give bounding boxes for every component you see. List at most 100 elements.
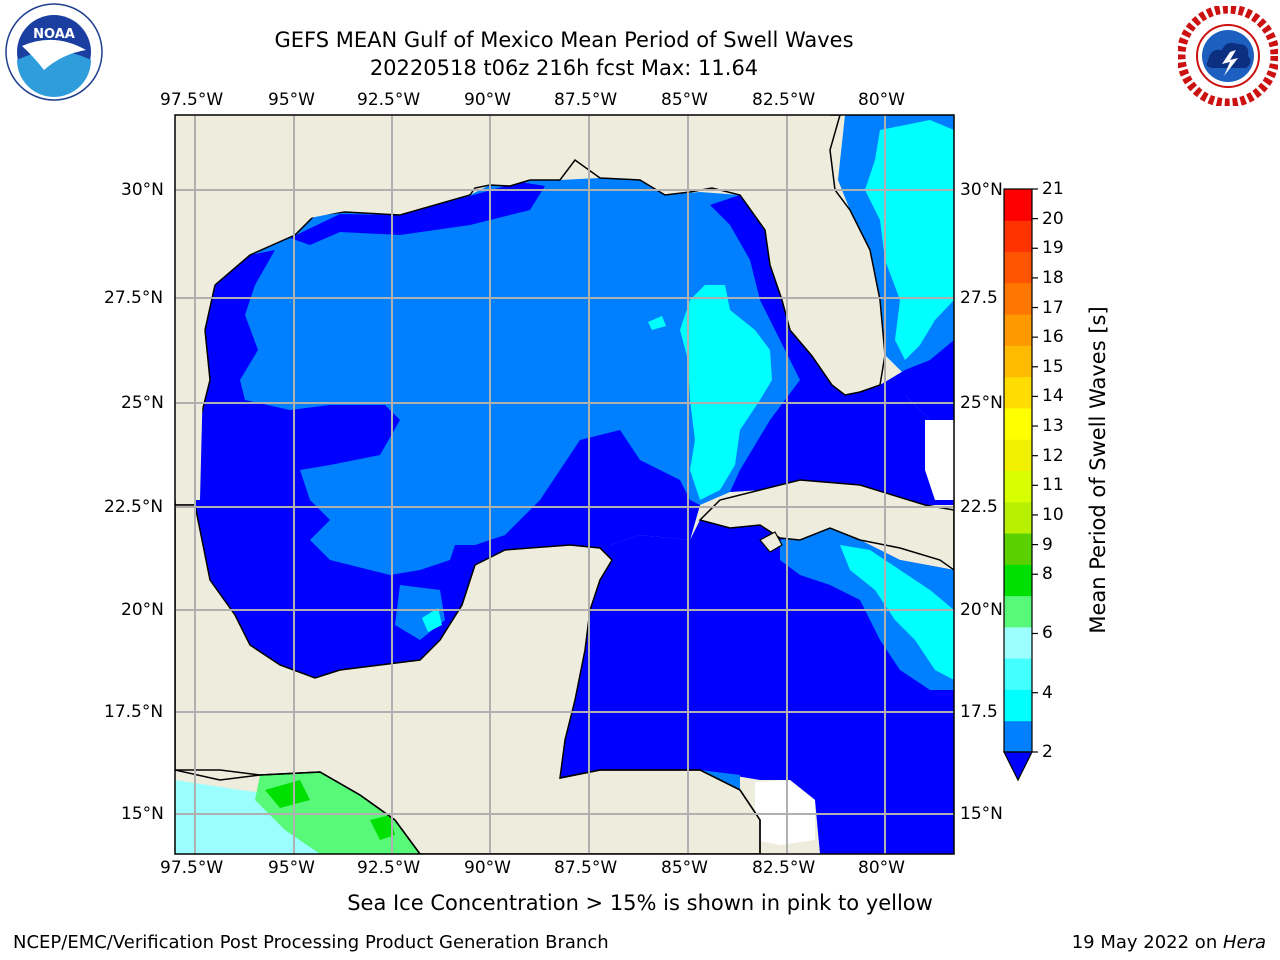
lat-tick-right: 20°N — [960, 600, 1003, 620]
colorbar-band — [1004, 345, 1032, 378]
colorbar-band — [1004, 470, 1032, 503]
lon-tick-top: 92.5°W — [357, 90, 421, 110]
lon-tick-bottom: 95°W — [268, 858, 315, 878]
colorbar-band — [1004, 251, 1032, 284]
gulf-sea-2-4s-west — [195, 250, 700, 678]
colorbar-extend-triangle — [1003, 751, 1033, 782]
gulf-sea-cyan-spot2 — [422, 608, 442, 632]
caribbean-sea-2-4s — [560, 520, 954, 854]
colorbar-tick-label: 21 — [1042, 179, 1064, 199]
colorbar-tick-label: 12 — [1042, 445, 1064, 466]
lon-tick-top: 87.5°W — [554, 90, 618, 110]
colorbar-tick-label: 15 — [1042, 356, 1064, 377]
footer-date-text: 19 May 2022 on — [1071, 932, 1223, 953]
colorbar-tick-label: 4 — [1042, 682, 1053, 703]
map-title: GEFS MEAN Gulf of Mexico Mean Period of … — [274, 28, 854, 52]
caribbean-coast-line — [559, 769, 761, 854]
atlantic-sea-2-4s-bahamas — [880, 340, 954, 420]
footer-host: Hera — [1222, 932, 1266, 953]
colorbar-band — [1004, 626, 1032, 659]
colorbar-tick-label: 8 — [1042, 564, 1053, 585]
lon-tick-bottom: 82.5°W — [752, 858, 816, 878]
lon-tick-bottom: 92.5°W — [357, 858, 421, 878]
colorbar — [1003, 188, 1038, 782]
bahamas-nodata — [925, 420, 954, 500]
lat-tick-left: 27.5°N — [104, 288, 164, 308]
colorbar-band — [1004, 407, 1032, 440]
colorbar-tick-label: 6 — [1042, 623, 1053, 644]
colorbar-band — [1004, 189, 1032, 221]
pacific-coast-line — [175, 769, 421, 854]
lat-tick-right: 22.5 — [960, 497, 998, 517]
colorbar-tick-label: 9 — [1042, 534, 1053, 555]
lat-tick-left: 25°N — [121, 393, 164, 413]
colorbar-band — [1004, 720, 1032, 753]
footer-credit: NCEP/EMC/Verification Post Processing Pr… — [13, 932, 609, 953]
lat-tick-left: 20°N — [121, 600, 164, 620]
map-plot-area — [175, 115, 954, 854]
lon-tick-bottom: 80°W — [858, 858, 905, 878]
colorbar-band — [1004, 376, 1032, 409]
colorbar-tick-label: 19 — [1042, 238, 1064, 259]
lat-tick-left: 17.5°N — [104, 702, 164, 722]
lon-tick-bottom: 90°W — [464, 858, 511, 878]
colorbar-band — [1004, 689, 1032, 722]
map-subtitle: 20220518 t06z 216h fcst Max: 11.64 — [369, 56, 759, 80]
noaa-logo-text: NOAA — [33, 27, 75, 42]
land-isla-de-la-juventud — [759, 531, 783, 553]
colorbar-band — [1004, 595, 1032, 628]
lon-tick-bottom: 87.5°W — [554, 858, 618, 878]
lon-tick-top: 90°W — [464, 90, 511, 110]
colorbar-tick-label: 18 — [1042, 267, 1064, 288]
colorbar-band — [1004, 439, 1032, 471]
lon-tick-bottom: 85°W — [661, 858, 708, 878]
lon-tick-top: 97.5°W — [160, 90, 224, 110]
lon-tick-top: 80°W — [858, 90, 905, 110]
colorbar-tick-label: 16 — [1042, 327, 1064, 348]
lat-tick-left: 15°N — [121, 804, 164, 824]
colorbar-tick-label: 17 — [1042, 297, 1064, 318]
colorbar-band — [1004, 220, 1032, 253]
colorbar-tick-label: 11 — [1042, 475, 1064, 496]
footer-date: 19 May 2022 on Hera — [1072, 932, 1266, 953]
colorbar-frame — [1003, 188, 1033, 753]
lat-tick-right: 17.5 — [960, 702, 998, 722]
colorbar-tick-label: 13 — [1042, 416, 1064, 437]
lat-tick-left: 22.5°N — [104, 497, 164, 517]
caribbean-nodata-south — [755, 780, 815, 845]
colorbar-tick-label: 10 — [1042, 504, 1064, 525]
lon-tick-top: 95°W — [268, 90, 315, 110]
colorbar-band — [1004, 533, 1032, 565]
colorbar-tick-label: 14 — [1042, 386, 1064, 407]
lat-tick-right: 30°N — [960, 180, 1003, 200]
atlantic-sea-6-8s — [865, 120, 954, 360]
gulf-sea-6-8s — [680, 285, 772, 500]
colorbar-band — [1004, 658, 1032, 690]
colorbar-label: Mean Period of Swell Waves [s] — [1086, 306, 1110, 634]
colorbar-tick-label: 20 — [1042, 208, 1064, 229]
sea-ice-note: Sea Ice Concentration > 15% is shown in … — [347, 891, 933, 915]
lon-tick-top: 85°W — [661, 90, 708, 110]
gulf-sea-2-4s-east — [710, 195, 954, 505]
pacific-sea-10-11s — [265, 780, 395, 840]
nws-logo — [1176, 4, 1280, 108]
caribbean-sea-6-8s — [840, 545, 954, 680]
noaa-logo: NOAA — [4, 2, 104, 102]
map-frame — [174, 114, 955, 855]
colorbar-band — [1004, 564, 1032, 597]
gulf-sea-cyan-spot — [648, 316, 666, 330]
land-florida-inner — [175, 115, 872, 500]
gulf-sea-2-4s-top — [290, 182, 545, 245]
lat-tick-left: 30°N — [121, 180, 164, 200]
colorbar-band — [1004, 282, 1032, 315]
colorbar-tick-label: 2 — [1042, 742, 1053, 762]
lon-tick-bottom: 97.5°W — [160, 858, 224, 878]
lat-tick-right: 15°N — [960, 804, 1003, 824]
lon-tick-top: 82.5°W — [752, 90, 816, 110]
colorbar-band — [1004, 314, 1032, 346]
colorbar-band — [1004, 501, 1032, 534]
lat-tick-right: 27.5 — [960, 288, 998, 308]
map-grid — [175, 115, 954, 854]
lat-tick-right: 25°N — [960, 393, 1003, 413]
